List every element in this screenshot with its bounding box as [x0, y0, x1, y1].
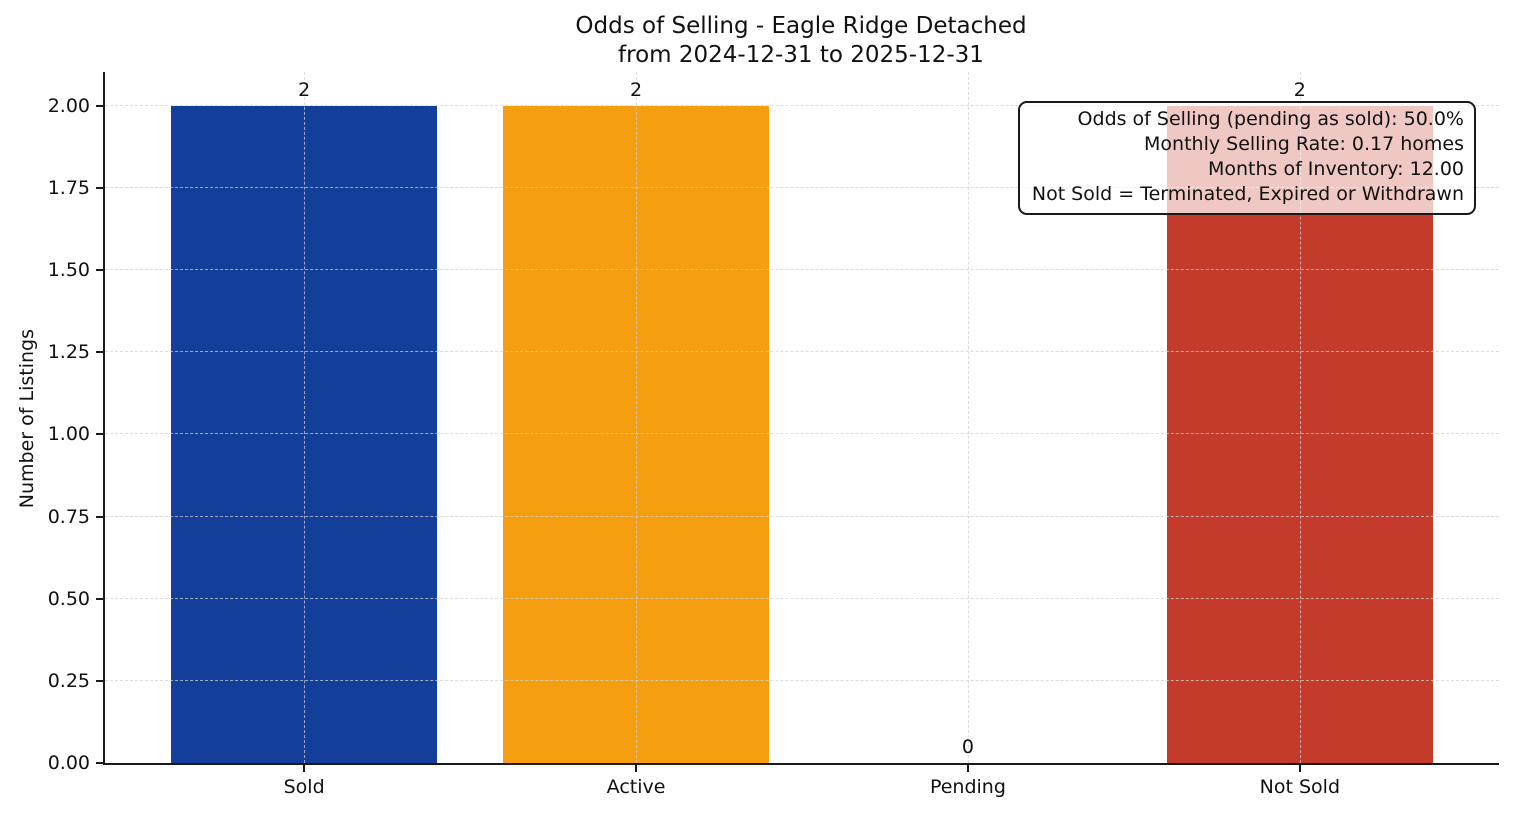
h-gridline	[105, 269, 1499, 271]
x-tick-label-active: Active	[606, 776, 666, 798]
x-tick-label-not-sold: Not Sold	[1259, 776, 1341, 798]
chart-title-line1: Odds of Selling - Eagle Ridge Detached	[575, 13, 1027, 39]
annotation-odds-of-selling: Odds of Selling (pending as sold): 50.0%	[1077, 108, 1464, 130]
annotation-months-of-inventory: Months of Inventory: 12.00	[1207, 158, 1464, 180]
plot-area: 0.00 0.25 0.50 0.75 1.00 1.25 1.50 1.75 2.00 Sold…	[48, 72, 1499, 798]
v-gridline	[304, 72, 306, 763]
y-axis-label-container: Number of Listings	[12, 72, 42, 765]
stats-annotation-box: Odds of Selling (pending as sold): 50.0%…	[1017, 101, 1476, 215]
v-gridline	[967, 72, 969, 763]
y-tick-mark	[96, 679, 105, 682]
y-tick-label: 0.50	[47, 587, 90, 610]
annotation-not-sold-definition: Not Sold = Terminated, Expired or Withdr…	[1031, 183, 1464, 205]
y-tick-mark	[96, 762, 105, 764]
y-tick-mark	[96, 597, 105, 600]
y-tick-label: 2.00	[47, 94, 90, 117]
h-gridline	[105, 679, 1499, 681]
bar-value-label: 2	[630, 78, 643, 101]
bar-sold	[171, 105, 437, 763]
h-gridline	[105, 104, 1499, 106]
y-tick-label: 1.00	[47, 423, 90, 446]
y-tick-mark	[96, 104, 105, 107]
y-tick-mark	[96, 351, 105, 354]
bar-value-label: 2	[298, 78, 311, 101]
y-tick-label: 0.25	[47, 669, 90, 692]
y-tick-label: 0.75	[47, 505, 90, 528]
x-tick-mark	[635, 763, 638, 772]
annotation-monthly-selling-rate: Monthly Selling Rate: 0.17 homes	[1144, 133, 1464, 155]
y-tick-label: 1.50	[47, 259, 90, 282]
y-tick-label: 1.25	[47, 341, 90, 364]
h-gridline	[105, 597, 1499, 599]
h-gridline	[105, 433, 1499, 435]
h-gridline	[105, 187, 1499, 188]
x-tick-mark	[303, 763, 306, 772]
y-tick-mark	[96, 187, 105, 189]
bar-value-label: 2	[1293, 78, 1306, 101]
chart-title-line2: from 2024-12-31 to 2025-12-31	[618, 42, 984, 68]
x-tick-label-sold: Sold	[283, 776, 325, 798]
y-tick-label: 1.75	[47, 177, 90, 199]
y-tick-mark	[96, 515, 105, 518]
x-tick-mark	[1298, 763, 1301, 772]
y-axis-label: Number of Listings	[16, 328, 38, 509]
v-gridline	[1299, 72, 1301, 763]
bar-value-label: 0	[961, 736, 974, 758]
v-gridline	[636, 72, 638, 763]
x-tick-label-pending: Pending	[929, 776, 1006, 798]
x-tick-mark	[966, 763, 969, 772]
y-tick-mark	[96, 269, 105, 272]
h-gridline	[105, 515, 1499, 517]
h-gridline	[105, 351, 1499, 353]
chart-title: Odds of Selling - Eagle Ridge Detached f…	[103, 12, 1499, 70]
y-tick-label: 0.00	[47, 752, 90, 774]
bar-active	[503, 105, 769, 763]
y-tick-mark	[96, 433, 105, 436]
